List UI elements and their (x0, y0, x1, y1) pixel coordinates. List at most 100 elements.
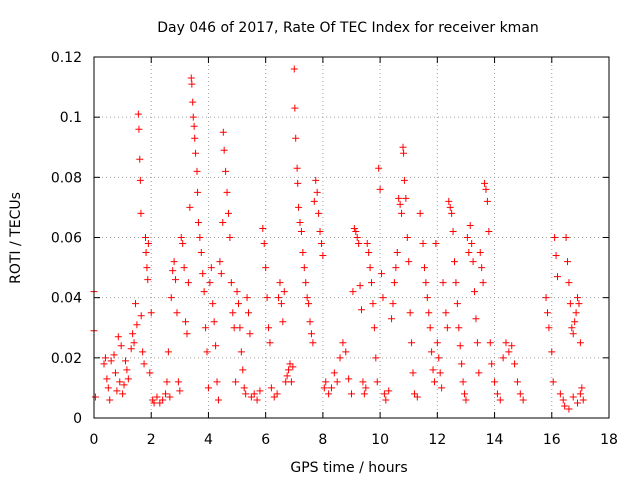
data-point (372, 354, 380, 362)
data-point (223, 188, 231, 196)
y-tick-label: 0.02 (51, 351, 82, 367)
data-point (399, 143, 407, 151)
data-point (242, 390, 250, 398)
data-point (187, 74, 195, 82)
data-point (212, 342, 220, 350)
data-point (516, 390, 524, 398)
data-point (136, 176, 144, 184)
data-point (237, 348, 245, 356)
data-point (188, 80, 196, 88)
data-point (574, 399, 582, 407)
data-point (163, 378, 171, 386)
y-tick-label: 0.04 (51, 291, 82, 307)
data-point (210, 318, 218, 326)
data-point (380, 390, 388, 398)
data-point (184, 279, 192, 287)
data-point (227, 279, 235, 287)
data-point (253, 396, 261, 404)
data-point (309, 339, 317, 347)
data-point (443, 324, 451, 332)
data-point (402, 194, 410, 202)
data-point (315, 209, 323, 217)
data-point (110, 351, 118, 359)
data-point (368, 279, 376, 287)
data-point (293, 164, 301, 172)
data-point (247, 393, 255, 401)
data-point (219, 128, 227, 136)
data-point (456, 342, 464, 350)
data-point (169, 267, 177, 275)
data-point (511, 360, 519, 368)
data-point (565, 279, 573, 287)
data-point (428, 348, 436, 356)
data-point (167, 294, 175, 302)
data-point (430, 378, 438, 386)
data-point (204, 384, 212, 392)
data-point (156, 399, 164, 407)
data-point (569, 393, 577, 401)
x-tick-label: 2 (147, 432, 156, 448)
data-point (562, 234, 570, 241)
data-point (229, 309, 237, 317)
x-tick-label: 12 (428, 432, 446, 448)
data-point (131, 300, 139, 308)
data-point (121, 357, 129, 365)
data-point (429, 366, 437, 374)
data-point (267, 384, 275, 392)
data-point (336, 354, 344, 362)
data-point (327, 384, 335, 392)
data-point (576, 339, 584, 347)
data-point (408, 339, 416, 347)
data-point (279, 318, 287, 326)
data-point (203, 348, 211, 356)
data-point (179, 240, 187, 248)
data-point (325, 390, 333, 398)
data-point (263, 294, 271, 302)
data-point (220, 146, 228, 154)
data-point (390, 279, 398, 287)
data-point (285, 366, 293, 374)
data-point (196, 234, 204, 241)
data-point (259, 224, 267, 232)
data-point (476, 249, 484, 257)
data-point (566, 300, 574, 308)
data-point (291, 104, 299, 112)
data-point (433, 339, 441, 347)
data-point (170, 258, 178, 266)
data-point (549, 378, 557, 386)
data-point (134, 110, 142, 118)
data-point (120, 381, 128, 389)
data-point (551, 234, 559, 241)
data-point (360, 390, 368, 398)
data-point (468, 240, 476, 248)
data-point (286, 360, 294, 368)
data-point (317, 240, 325, 248)
data-point (379, 294, 387, 302)
data-point (561, 402, 569, 410)
data-point (183, 330, 191, 338)
data-point (320, 384, 328, 392)
data-point (350, 224, 358, 232)
data-point (426, 324, 434, 332)
data-point (455, 324, 463, 332)
data-point (236, 324, 244, 332)
data-point (442, 309, 450, 317)
data-point (445, 197, 453, 205)
data-point (482, 185, 490, 193)
data-point (100, 360, 108, 368)
data-point (104, 384, 112, 392)
data-point (234, 300, 242, 308)
data-point (106, 396, 114, 404)
data-point (472, 315, 480, 323)
grid-lines (94, 57, 609, 418)
data-point (174, 378, 182, 386)
data-point (375, 164, 383, 172)
data-point (345, 375, 353, 383)
data-point (393, 249, 401, 257)
data-point (378, 270, 386, 278)
data-point (362, 384, 370, 392)
data-point (194, 218, 202, 226)
data-point (265, 324, 273, 332)
y-tick-label: 0.1 (60, 110, 82, 126)
